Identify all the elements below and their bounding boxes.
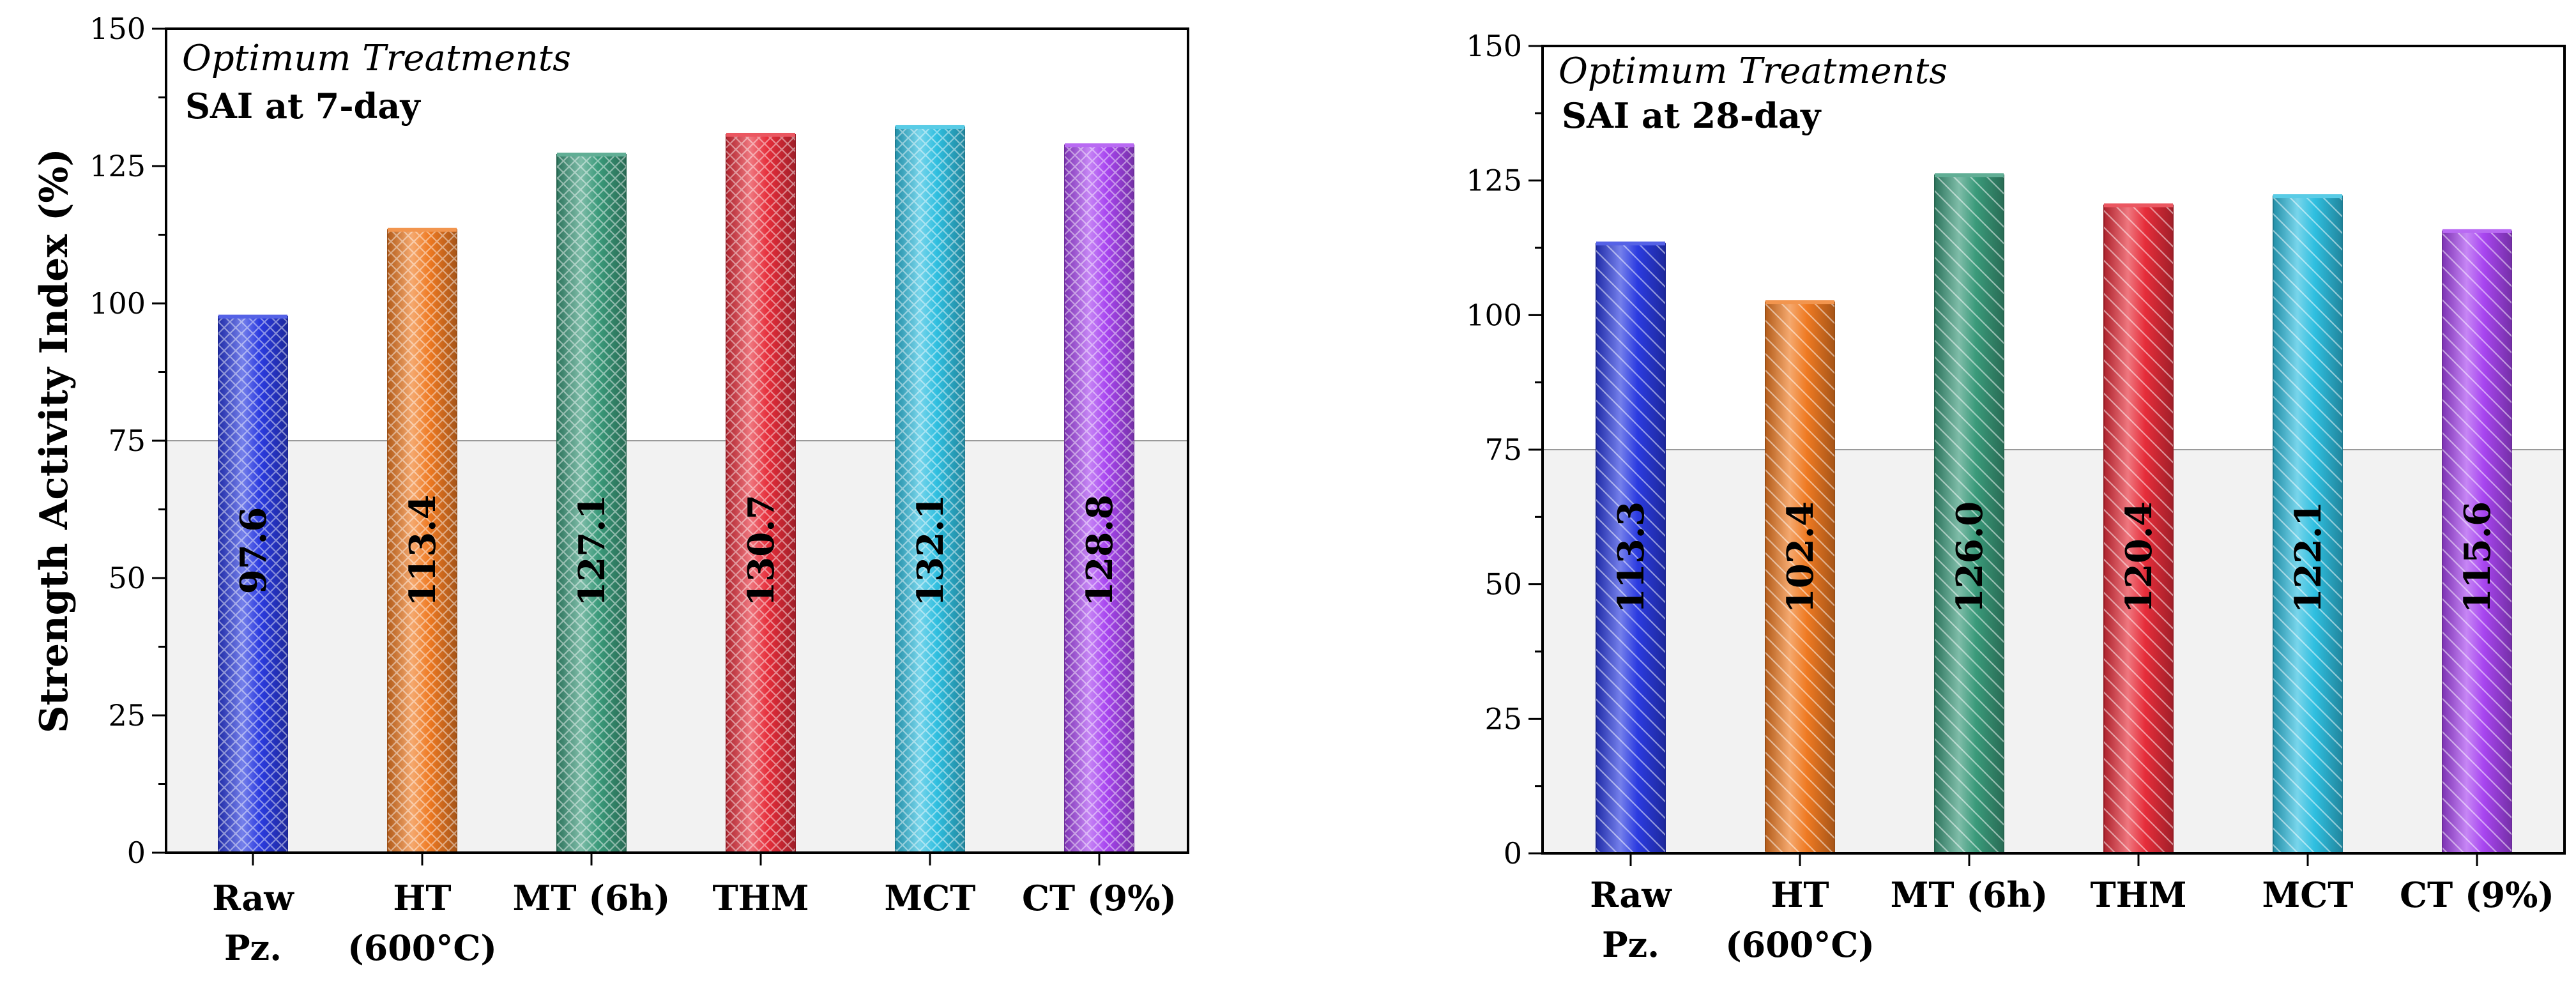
y-tick-label: 125	[1466, 164, 1522, 198]
bar-cap	[2273, 194, 2342, 199]
bar-value-label: 97.6	[232, 507, 275, 594]
x-category-label: Raw	[1590, 874, 1672, 915]
y-tick-label: 50	[108, 561, 146, 595]
y-tick-label: 25	[1484, 701, 1522, 736]
x-axis-categories: Raw Pz. HT (600°C) MT (6h) THM MCT CT (9%)	[1590, 853, 2554, 965]
y-tick-label: 75	[108, 423, 146, 458]
bar-value-label: 122.1	[2287, 501, 2329, 613]
x-category-label: CT (9%)	[2400, 874, 2554, 915]
chart-panel-28-day: 0 25 50 75 100 125 150 113.3 102.4 126.0 120.4 122…	[1466, 29, 2566, 965]
bar-pattern	[726, 134, 795, 853]
x-category-label: (600°C)	[347, 927, 497, 968]
chart-title: Optimum Treatments	[182, 38, 571, 79]
y-axis-ticks: 0 25 50 75 100 125 150	[1466, 29, 1543, 871]
y-tick-label: 150	[89, 11, 146, 46]
chart-panel-7-day: 0 25 50 75 100 125 150 97.6 113.4 127.1 130.7 132.…	[89, 11, 1189, 968]
bar-pattern	[1935, 175, 2004, 853]
bar-value-label: 128.8	[1079, 494, 1121, 606]
bar-value-label: 102.4	[1780, 501, 1822, 613]
x-category-label: MCT	[885, 878, 976, 918]
bar-series: 97.6 113.4 127.1 130.7 132.1 128.8	[218, 125, 1134, 854]
bar-value-label: 113.3	[1610, 501, 1652, 613]
x-axis-categories: Raw Pz. HT (600°C) MT (6h) THM MCT CT (9%)	[212, 853, 1177, 968]
bar-pattern	[218, 316, 287, 853]
plot-frame	[1541, 45, 2566, 855]
x-category-label: Pz.	[1602, 924, 1659, 965]
bar-pattern	[2443, 231, 2511, 853]
bar-value-label: 115.6	[2457, 501, 2499, 613]
bar-pattern	[1765, 302, 1834, 853]
bar-cap	[1935, 173, 2004, 178]
x-category-label: Pz.	[224, 927, 282, 968]
x-category-label: MT (6h)	[513, 878, 671, 918]
bar-cap	[2443, 229, 2511, 233]
x-category-label: HT	[393, 878, 451, 918]
plot-frame	[165, 27, 1189, 854]
bar-pattern	[896, 126, 964, 853]
bar-cap	[218, 314, 287, 319]
bar-cap	[726, 132, 795, 137]
bar-value-label: 132.1	[910, 494, 952, 606]
x-category-label: THM	[2091, 874, 2187, 915]
bar-pattern	[2273, 196, 2342, 853]
bar-pattern	[1596, 243, 1665, 853]
y-tick-label: 0	[1504, 836, 1522, 871]
bar-cap	[557, 152, 626, 156]
y-tick-label: 50	[1484, 567, 1522, 602]
bar-pattern	[557, 154, 626, 853]
x-category-label: CT (9%)	[1022, 878, 1177, 918]
x-category-label: Raw	[212, 878, 294, 918]
x-category-label: MT (6h)	[1891, 874, 2048, 915]
bar-value-label: 127.1	[571, 494, 613, 606]
bar-cap	[1596, 241, 1665, 246]
x-category-label: (600°C)	[1725, 924, 1875, 965]
y-tick-label: 100	[89, 286, 146, 321]
chart-subtitle: SAI at 28-day	[1562, 95, 1822, 136]
y-axis-label: Strength Activity Index (%)	[32, 148, 77, 733]
y-tick-label: 150	[1466, 29, 1522, 63]
chart-title: Optimum Treatments	[1559, 50, 1947, 92]
bar-value-label: 113.4	[402, 494, 444, 606]
bar-pattern	[2104, 205, 2173, 853]
y-axis-ticks: 0 25 50 75 100 125 150	[89, 11, 166, 870]
reference-shade	[1543, 450, 2565, 853]
bar-value-label: 130.7	[740, 494, 782, 606]
bar-pattern	[1065, 145, 1134, 853]
y-tick-label: 100	[1466, 298, 1522, 332]
bar-cap	[896, 125, 964, 129]
chart-subtitle: SAI at 7-day	[185, 86, 421, 126]
bar-cap	[1065, 143, 1134, 148]
bar-cap	[2104, 203, 2173, 208]
bar-cap	[1765, 300, 1834, 305]
x-category-label: MCT	[2262, 874, 2354, 915]
x-category-label: HT	[1771, 874, 1829, 915]
x-category-label: THM	[713, 878, 809, 918]
bar-series: 113.3 102.4 126.0 120.4 122.1 115.6	[1596, 173, 2512, 855]
bar-cap	[388, 227, 457, 232]
y-tick-label: 25	[108, 698, 146, 733]
bar-value-label: 126.0	[1949, 501, 1991, 613]
y-tick-label: 125	[89, 149, 146, 183]
y-tick-label: 75	[1484, 432, 1522, 467]
reference-shade	[166, 441, 1188, 853]
bar-value-label: 120.4	[2118, 501, 2160, 613]
y-tick-label: 0	[127, 835, 146, 870]
bar-pattern	[388, 229, 457, 853]
